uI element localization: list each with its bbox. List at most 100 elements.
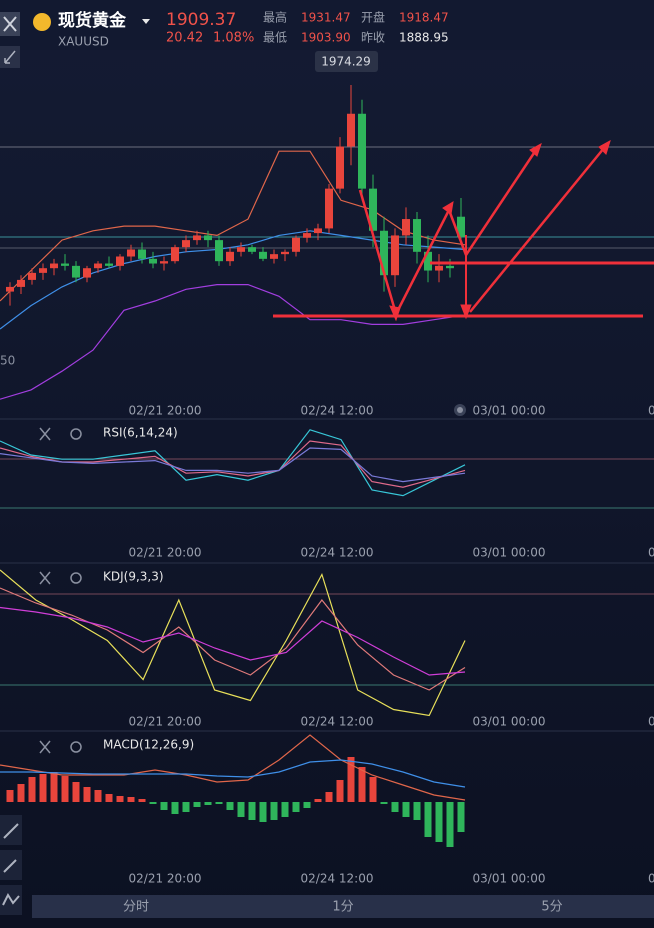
dropdown-arrow[interactable] bbox=[142, 19, 150, 24]
macd-bar bbox=[6, 790, 14, 802]
macd-bar bbox=[336, 780, 344, 802]
candle-body bbox=[248, 247, 256, 252]
candle-body bbox=[391, 235, 399, 276]
macd-bar bbox=[380, 802, 388, 804]
macd-bar bbox=[138, 799, 146, 802]
macd-bar bbox=[171, 802, 179, 814]
chart-marks: 02/21 20:00 02/24 12:00 03/01 00:00 03 02/21… bbox=[0, 85, 654, 886]
macd-bar bbox=[248, 802, 256, 820]
instrument-symbol: XAUUSD bbox=[58, 35, 109, 49]
stat-label: 最低 bbox=[263, 31, 287, 45]
candle-body bbox=[270, 254, 278, 259]
candle-body bbox=[149, 258, 157, 264]
candle-body bbox=[457, 216, 465, 237]
indicator-line bbox=[0, 429, 466, 497]
time-label: 03/01 00:00 bbox=[473, 404, 546, 418]
candle-body bbox=[347, 113, 355, 147]
gold-icon bbox=[33, 13, 51, 31]
macd-bar bbox=[204, 802, 212, 805]
macd-bar bbox=[149, 802, 157, 804]
macd-bar bbox=[358, 767, 366, 802]
macd-bar bbox=[160, 802, 168, 810]
candle-body bbox=[402, 219, 410, 236]
macd-bar bbox=[105, 794, 113, 802]
macd-bar bbox=[83, 787, 91, 802]
indicator-line bbox=[0, 734, 466, 801]
candle-body bbox=[380, 230, 388, 276]
tab[interactable]: 分时 bbox=[123, 900, 149, 915]
candle-body bbox=[446, 265, 454, 269]
candle-body bbox=[314, 228, 322, 234]
macd-bar bbox=[215, 802, 223, 804]
indicator-icons bbox=[39, 427, 82, 754]
tab[interactable]: 5分 bbox=[541, 900, 562, 915]
candle-body bbox=[6, 286, 14, 292]
macd-bar bbox=[94, 790, 102, 802]
indicator-line bbox=[0, 759, 466, 788]
macd-bar bbox=[402, 802, 410, 817]
macd-bar bbox=[413, 802, 421, 820]
macd-bar bbox=[72, 782, 80, 802]
candle-body bbox=[413, 219, 421, 252]
macd-bar bbox=[28, 777, 36, 802]
candle-body bbox=[127, 249, 135, 257]
macd-bar bbox=[259, 802, 267, 822]
indicator-line bbox=[0, 440, 466, 488]
macd-bar bbox=[226, 802, 234, 810]
time-label: 02/24 12:00 bbox=[301, 404, 374, 418]
tool-icons bbox=[2, 823, 20, 906]
candle-body bbox=[435, 265, 443, 271]
time-label: 02/21 20:00 bbox=[129, 872, 202, 886]
candle-body bbox=[17, 279, 25, 287]
indicator-title: KDJ(9,3,3) bbox=[103, 570, 164, 584]
macd-bar bbox=[292, 802, 300, 812]
candle-body bbox=[193, 235, 201, 241]
candle-body bbox=[336, 146, 344, 189]
time-label: 02/21 20:00 bbox=[129, 715, 202, 729]
indicator-line bbox=[0, 284, 466, 400]
macd-bar bbox=[50, 772, 58, 802]
user-drawings bbox=[273, 139, 654, 322]
candle-body bbox=[160, 261, 168, 264]
candle-body bbox=[138, 249, 146, 259]
macd-bar bbox=[116, 796, 124, 802]
candle-body bbox=[94, 263, 102, 269]
candle-body bbox=[325, 188, 333, 229]
candle-body bbox=[369, 188, 377, 231]
stat-value: 1931.47 bbox=[301, 11, 351, 25]
candle-body bbox=[226, 251, 234, 262]
price-change: 20.42 bbox=[166, 31, 203, 46]
last-price: 1909.37 bbox=[166, 10, 236, 30]
high-tag: 1974.29 bbox=[321, 55, 371, 69]
macd-bar bbox=[325, 792, 333, 802]
time-label: 0 bbox=[648, 872, 654, 886]
candle-body bbox=[105, 263, 113, 266]
time-label: 02/24 12:00 bbox=[301, 546, 374, 560]
macd-bar bbox=[435, 802, 443, 842]
high-tag-box bbox=[315, 51, 378, 72]
macd-bar bbox=[193, 802, 201, 807]
tab[interactable]: 1分 bbox=[332, 900, 353, 915]
candle-body bbox=[204, 235, 212, 241]
macd-bar bbox=[39, 774, 47, 802]
time-label: 02/24 12:00 bbox=[301, 715, 374, 729]
candle-body bbox=[424, 251, 432, 271]
time-label: 03/01 00:00 bbox=[473, 715, 546, 729]
macd-bar bbox=[182, 802, 190, 812]
main-chart bbox=[0, 85, 466, 400]
macd-bar bbox=[347, 757, 355, 802]
stat-label: 最高 bbox=[263, 10, 287, 25]
stats: 最高 1931.47 开盘 1918.47 最低 1903.90 昨收 1888.95 bbox=[263, 10, 449, 45]
expand-icon bbox=[4, 50, 16, 64]
stat-value: 1903.90 bbox=[301, 31, 351, 45]
macd-bar bbox=[17, 784, 25, 802]
time-handle-dot bbox=[457, 407, 463, 413]
macd-bar bbox=[457, 802, 465, 832]
macd-bar bbox=[237, 802, 245, 817]
candle-body bbox=[83, 268, 91, 278]
candle-body bbox=[358, 113, 366, 189]
candle-body bbox=[72, 265, 80, 278]
